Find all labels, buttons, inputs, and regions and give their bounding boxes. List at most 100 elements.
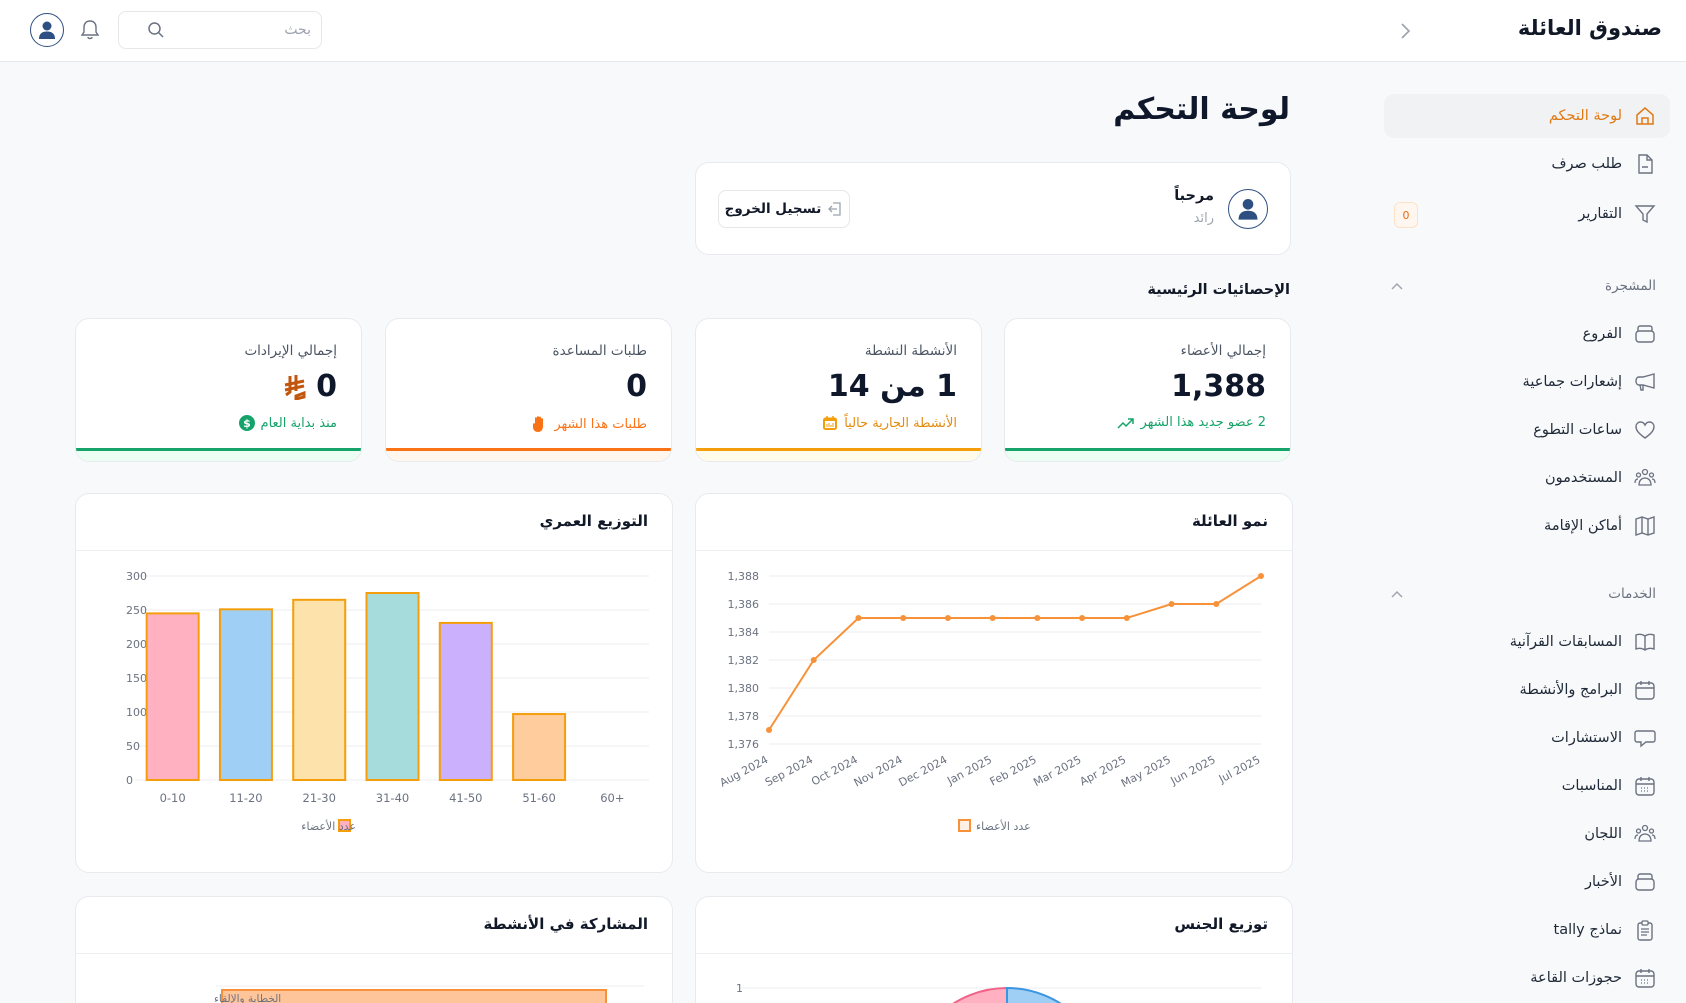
svg-text:عدد الأعضاء: عدد الأعضاء bbox=[976, 819, 1031, 833]
filter-icon bbox=[1634, 203, 1656, 225]
svg-text:Feb 2025: Feb 2025 bbox=[988, 753, 1039, 788]
sidebar-item-consultations[interactable]: الاستشارات bbox=[1384, 716, 1670, 760]
svg-text:21-30: 21-30 bbox=[303, 791, 336, 805]
svg-text:0: 0 bbox=[126, 774, 133, 787]
stat-tint bbox=[1005, 451, 1290, 461]
stat-label: إجمالي الإيرادات bbox=[244, 343, 337, 359]
svg-text:41-50: 41-50 bbox=[449, 791, 482, 805]
svg-text:Jan 2025: Jan 2025 bbox=[944, 753, 994, 788]
sidebar-item-hall-bookings[interactable]: حجوزات القاعة bbox=[1384, 956, 1670, 1000]
stat-label: إجمالي الأعضاء bbox=[1180, 343, 1266, 359]
chart-title: التوزيع العمري bbox=[539, 512, 648, 530]
activity-participation-bar-chart: الخطابة والإلقاء bbox=[214, 985, 644, 1003]
notifications-button[interactable] bbox=[80, 19, 100, 45]
search-icon bbox=[148, 22, 164, 38]
sidebar-item-label: الأخبار bbox=[1584, 874, 1622, 890]
sidebar-item-programs[interactable]: البرامج والأنشطة bbox=[1384, 668, 1670, 712]
svg-text:300: 300 bbox=[126, 570, 147, 583]
logout-icon bbox=[828, 202, 842, 216]
welcome-greeting: مرحباً bbox=[1174, 188, 1214, 204]
stat-card-total-revenue: إجمالي الإيرادات 0 منذ بداية العام $ bbox=[75, 318, 362, 462]
stat-value-text: 1,388 bbox=[1171, 369, 1266, 404]
gender-distribution-card: توزيع الجنس 1 bbox=[695, 896, 1293, 1003]
document-icon bbox=[1634, 153, 1656, 175]
top-bar: صندوق العائلة bbox=[0, 0, 1686, 62]
sidebar-item-news[interactable]: الأخبار bbox=[1384, 860, 1670, 904]
age-distribution-card: التوزيع العمري 0 50 100 150 200 250 300 0-10 11-… bbox=[75, 493, 673, 873]
svg-text:Dec 2024: Dec 2024 bbox=[897, 753, 950, 789]
logout-label: تسجيل الخروج bbox=[724, 201, 822, 217]
sidebar-item-label: المسابقات القرآنية bbox=[1509, 634, 1622, 650]
sidebar-item-label: إشعارات جماعية bbox=[1522, 374, 1622, 390]
stat-card-total-members: إجمالي الأعضاء 1,388 2 عضو جديد هذا الشه… bbox=[1004, 318, 1291, 462]
chart-title: نمو العائلة bbox=[1191, 512, 1268, 530]
users-icon bbox=[1634, 823, 1656, 845]
divider bbox=[696, 953, 1292, 954]
home-icon bbox=[1634, 105, 1656, 127]
calendar-icon bbox=[823, 416, 838, 430]
stat-subtext: طلبات هذا الشهر bbox=[532, 415, 647, 433]
logout-button[interactable]: تسجيل الخروج bbox=[718, 190, 850, 228]
user-avatar-button[interactable] bbox=[30, 13, 64, 47]
sidebar: لوحة التحكم طلب صرف التقارير 0 المشجرة ا… bbox=[1286, 62, 1686, 1003]
archive-icon bbox=[1634, 871, 1656, 893]
stat-tint bbox=[386, 451, 671, 461]
stat-subtext: منذ بداية العام $ bbox=[238, 415, 337, 431]
svg-text:1,376: 1,376 bbox=[728, 738, 760, 751]
sidebar-item-label: البرامج والأنشطة bbox=[1519, 682, 1622, 698]
page-title: لوحة التحكم bbox=[1113, 92, 1290, 127]
stat-label: الأنشطة النشطة bbox=[864, 343, 957, 359]
sidebar-item-reports[interactable]: التقارير 0 bbox=[1384, 192, 1670, 236]
chevron-up-icon bbox=[1391, 283, 1403, 290]
svg-text:0-10: 0-10 bbox=[160, 791, 186, 805]
svg-text:Jun 2025: Jun 2025 bbox=[1168, 753, 1218, 788]
stat-label: طلبات المساعدة bbox=[552, 343, 647, 359]
sidebar-item-quran-competitions[interactable]: المسابقات القرآنية bbox=[1384, 620, 1670, 664]
sidebar-item-residences[interactable]: أماكن الإقامة bbox=[1384, 504, 1670, 548]
stat-card-active-activities: الأنشطة النشطة 1 من 14 الأنشطة الجارية ح… bbox=[695, 318, 982, 462]
user-name: رائد bbox=[1193, 211, 1214, 226]
trending-up-icon bbox=[1116, 417, 1134, 429]
sidebar-item-label: حجوزات القاعة bbox=[1530, 970, 1622, 986]
divider bbox=[76, 953, 672, 954]
svg-text:1,382: 1,382 bbox=[728, 654, 760, 667]
svg-text:200: 200 bbox=[126, 638, 147, 651]
sidebar-section-tree[interactable]: المشجرة bbox=[1384, 271, 1670, 301]
stat-accent-bar bbox=[386, 448, 671, 451]
sidebar-item-broadcasts[interactable]: إشعارات جماعية bbox=[1384, 360, 1670, 404]
sidebar-collapse-button[interactable] bbox=[1392, 18, 1418, 44]
svg-text:الخطابة والإلقاء: الخطابة والإلقاء bbox=[214, 993, 281, 1003]
sidebar-item-payment-request[interactable]: طلب صرف bbox=[1384, 142, 1670, 186]
sidebar-item-label: نماذج tally bbox=[1553, 922, 1622, 938]
stats-section-title: الإحصائيات الرئيسية bbox=[1147, 282, 1290, 298]
welcome-card: مرحباً رائد تسجيل الخروج bbox=[695, 162, 1291, 255]
chevron-right-icon bbox=[1401, 23, 1411, 39]
sidebar-item-occasions[interactable]: المناسبات bbox=[1384, 764, 1670, 808]
sidebar-item-committees[interactable]: اللجان bbox=[1384, 812, 1670, 856]
stat-subtext-label: 2 عضو جديد هذا الشهر bbox=[1140, 415, 1266, 430]
stat-value-text: 0 bbox=[316, 369, 337, 404]
calendar-days-icon bbox=[1634, 775, 1656, 797]
divider bbox=[696, 550, 1292, 551]
sidebar-item-dashboard[interactable]: لوحة التحكم bbox=[1384, 94, 1670, 138]
sidebar-item-branches[interactable]: الفروع bbox=[1384, 312, 1670, 356]
sidebar-section-services[interactable]: الخدمات bbox=[1384, 579, 1670, 609]
svg-text:100: 100 bbox=[126, 706, 147, 719]
activity-participation-card: المشاركة في الأنشطة الخطابة والإلقاء bbox=[75, 896, 673, 1003]
stat-accent-bar bbox=[76, 448, 361, 451]
chart-title: المشاركة في الأنشطة bbox=[483, 915, 648, 933]
sidebar-item-volunteer-hours[interactable]: ساعات التطوع bbox=[1384, 408, 1670, 452]
stat-subtext-label: منذ بداية العام bbox=[260, 415, 337, 431]
stat-accent-bar bbox=[696, 448, 981, 451]
family-growth-line-chart: 1,376 1,378 1,380 1,382 1,384 1,386 1,388 Aug 2… bbox=[718, 570, 1264, 833]
svg-text:Sep 2024: Sep 2024 bbox=[763, 753, 815, 789]
sidebar-item-tally-forms[interactable]: نماذج tally bbox=[1384, 908, 1670, 952]
svg-text:Aug 2024: Aug 2024 bbox=[718, 753, 771, 789]
sidebar-item-label: المناسبات bbox=[1561, 778, 1622, 794]
sidebar-item-users[interactable]: المستخدمون bbox=[1384, 456, 1670, 500]
search-box[interactable] bbox=[118, 11, 322, 49]
search-input[interactable] bbox=[171, 22, 311, 38]
svg-text:11-20: 11-20 bbox=[229, 791, 262, 805]
app-brand: صندوق العائلة bbox=[1517, 16, 1662, 40]
svg-text:1,384: 1,384 bbox=[728, 626, 760, 639]
